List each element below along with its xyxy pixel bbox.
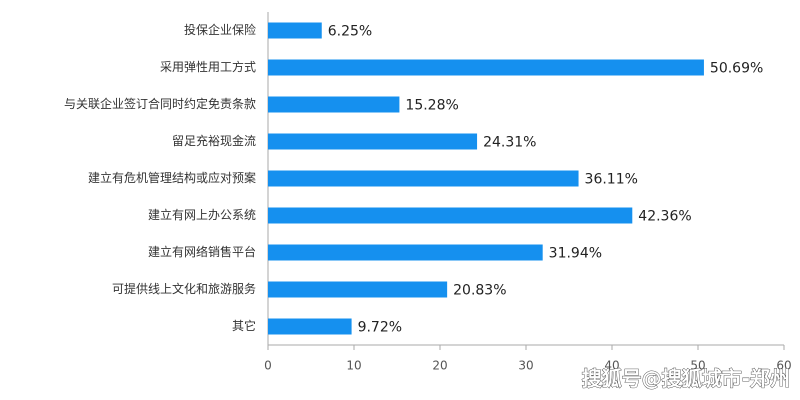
category-label: 投保企业保险	[184, 22, 256, 37]
value-label: 20.83%	[453, 283, 506, 299]
bar	[268, 170, 579, 187]
value-label: 36.11%	[585, 172, 638, 188]
x-tick-label: 0	[264, 359, 272, 373]
category-label: 建立有网络销售平台	[148, 244, 256, 259]
value-label: 50.69%	[710, 61, 763, 77]
bar	[268, 96, 400, 113]
category-label: 采用弹性用工方式	[160, 59, 256, 74]
x-tick-label: 10	[346, 359, 361, 373]
bar	[268, 207, 633, 224]
x-tick-label: 30	[518, 359, 533, 373]
bar	[268, 22, 322, 39]
category-label: 其它	[232, 318, 256, 333]
bar	[268, 59, 704, 76]
bar	[268, 133, 478, 150]
value-label: 31.94%	[549, 246, 602, 262]
x-tick-label: 20	[432, 359, 447, 373]
category-label: 留足充裕现金流	[172, 133, 256, 148]
x-tick-label: 50	[690, 359, 705, 373]
value-label: 24.31%	[483, 135, 536, 151]
value-label: 42.36%	[638, 209, 691, 225]
bar	[268, 318, 352, 335]
bar	[268, 244, 543, 261]
category-label: 建立有危机管理结构或应对预案	[88, 170, 256, 185]
value-label: 9.72%	[358, 320, 402, 336]
category-label: 建立有网上办公系统	[148, 207, 256, 222]
value-label: 15.28%	[405, 98, 458, 114]
category-label: 可提供线上文化和旅游服务	[112, 281, 256, 296]
watermark: 搜狐号@搜狐城市-郑州	[582, 367, 790, 391]
x-tick-label: 40	[604, 359, 619, 373]
value-label: 6.25%	[328, 24, 372, 40]
x-tick-label: 60	[776, 359, 791, 373]
bar	[268, 281, 448, 298]
category-label: 与关联企业签订合同时约定免责条款	[64, 96, 256, 111]
